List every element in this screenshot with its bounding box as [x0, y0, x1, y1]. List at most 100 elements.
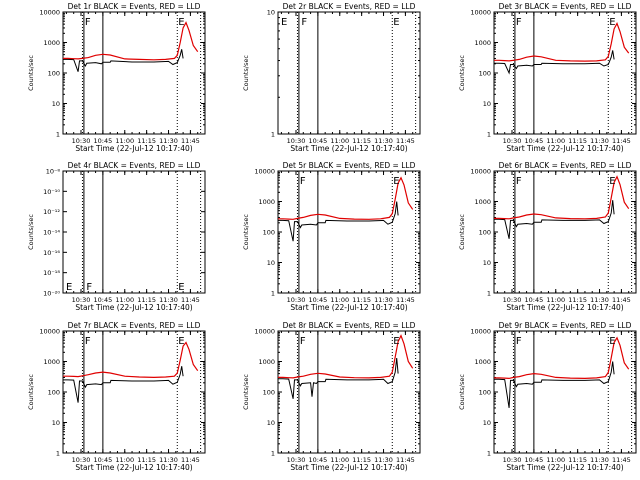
- y-tick-label: 100: [48, 70, 60, 78]
- interval-marker-f: F: [300, 336, 306, 347]
- x-tick-label: 11:30: [590, 456, 609, 464]
- y-tick-label: 10000: [39, 9, 60, 17]
- detector-panel: Det 9r BLACK = Events, RED = LLD 1 10 100 10…: [458, 321, 637, 472]
- panel-title: Det 5r BLACK = Events, RED = LLD: [283, 161, 416, 170]
- y-tick-label: 10000: [470, 328, 491, 336]
- x-tick-label: 10:30: [72, 456, 91, 464]
- detector-panel: Det 8r BLACK = Events, RED = LLD 1 10 100 10…: [242, 321, 421, 472]
- lld-rate-line: [494, 336, 630, 380]
- y-tick-label: 10⁻¹⁰: [43, 188, 60, 196]
- x-axis-label: Start Time (22-Jul-12 10:17:40): [75, 144, 192, 153]
- interval-marker-f: F: [85, 17, 91, 28]
- y-tick-label: 1: [271, 131, 275, 139]
- y-tick-label: 10000: [39, 328, 60, 336]
- panel-title: Det 6r BLACK = Events, RED = LLD: [499, 161, 632, 170]
- y-tick-label: 100: [479, 229, 491, 237]
- x-tick-label: 11:15: [568, 296, 587, 304]
- x-tick-label: 11:45: [612, 137, 631, 145]
- y-axis-label: Counts/sec: [458, 55, 466, 91]
- y-tick-label: 1: [271, 290, 275, 298]
- interval-marker-f: F: [300, 176, 306, 187]
- interval-marker-f: F: [301, 17, 307, 28]
- y-tick-label: 1: [487, 131, 491, 139]
- x-tick-label: 10:30: [287, 456, 306, 464]
- x-tick-label: 10:30: [503, 296, 522, 304]
- x-axis-label: Start Time (22-Jul-12 10:17:40): [506, 144, 623, 153]
- x-tick-label: 11:30: [590, 137, 609, 145]
- y-tick-label: 10000: [254, 168, 275, 176]
- x-tick-label: 11:45: [612, 296, 631, 304]
- panel-title: Det 9r BLACK = Events, RED = LLD: [499, 321, 632, 330]
- detector-panel: Det 6r BLACK = Events, RED = LLD 1 10 100 10…: [458, 161, 637, 312]
- x-tick-label: 10:30: [72, 296, 91, 304]
- interval-marker-e: E: [393, 336, 399, 347]
- plot-data: [494, 171, 633, 293]
- lld-rate-line: [494, 22, 630, 62]
- events-rate-line: [278, 357, 399, 399]
- interval-marker-e: E: [609, 336, 615, 347]
- x-tick-label: 10:45: [525, 137, 544, 145]
- panel-title: Det 1r BLACK = Events, RED = LLD: [68, 2, 201, 11]
- y-tick-label: 1: [487, 450, 491, 458]
- lld-rate-line: [63, 341, 199, 379]
- y-tick-label: 10: [267, 259, 275, 267]
- interval-marker-f: F: [516, 336, 522, 347]
- plot-data: [494, 331, 633, 453]
- x-tick-label: 11:00: [115, 296, 134, 304]
- x-tick-label: 11:30: [374, 296, 393, 304]
- y-tick-label: 10⁻²⁰: [43, 290, 60, 298]
- interval-marker-e: E: [609, 17, 615, 28]
- x-tick-label: 10:45: [309, 456, 328, 464]
- events-rate-line: [63, 49, 184, 72]
- y-tick-label: 1: [56, 450, 60, 458]
- x-tick-label: 11:00: [546, 456, 565, 464]
- panel-title: Det 4r BLACK = Events, RED = LLD: [68, 161, 201, 170]
- x-axis-label: Start Time (22-Jul-12 10:17:40): [75, 463, 192, 472]
- y-tick-label: 10⁻¹²: [43, 208, 60, 216]
- x-tick-label: 11:00: [115, 137, 134, 145]
- x-tick-label: 11:45: [181, 137, 200, 145]
- y-tick-label: 10: [483, 419, 491, 427]
- plot-data: [278, 331, 417, 453]
- plot-data: [63, 12, 202, 134]
- y-axis-label: Counts/sec: [458, 374, 466, 410]
- y-axis-label: Counts/sec: [242, 374, 250, 410]
- y-tick-label: 10: [267, 419, 275, 427]
- y-tick-label: 10: [483, 259, 491, 267]
- x-axis-label: Start Time (22-Jul-12 10:17:40): [290, 144, 407, 153]
- plot-data: [278, 171, 417, 293]
- panel-title: Det 3r BLACK = Events, RED = LLD: [499, 2, 632, 11]
- y-tick-label: 1000: [258, 198, 275, 206]
- x-tick-label: 11:00: [330, 137, 349, 145]
- x-tick-label: 11:30: [159, 137, 178, 145]
- y-axis-label: Counts/sec: [27, 374, 35, 410]
- y-axis-label: Counts/sec: [242, 55, 250, 91]
- y-tick-label: 1000: [43, 358, 60, 366]
- y-tick-label: 10000: [254, 328, 275, 336]
- lld-rate-line: [494, 175, 630, 220]
- plot-data: [494, 12, 633, 134]
- interval-marker-e: E: [178, 17, 184, 28]
- x-tick-label: 11:15: [352, 456, 371, 464]
- y-tick-label: 10: [52, 100, 60, 108]
- y-tick-label: 10: [267, 9, 275, 17]
- x-tick-label: 11:00: [546, 137, 565, 145]
- x-tick-label: 10:30: [503, 137, 522, 145]
- y-tick-label: 100: [479, 389, 491, 397]
- y-tick-label: 1000: [474, 39, 491, 47]
- x-tick-label: 11:15: [137, 456, 156, 464]
- detector-panel: Det 5r BLACK = Events, RED = LLD 1 10 100 10…: [242, 161, 421, 312]
- x-tick-label: 11:15: [352, 137, 371, 145]
- x-tick-label: 10:45: [309, 137, 328, 145]
- interval-marker-f: F: [516, 17, 522, 28]
- x-tick-label: 11:30: [590, 296, 609, 304]
- events-rate-line: [494, 361, 615, 408]
- y-tick-label: 100: [263, 389, 275, 397]
- y-tick-label: 10⁻¹⁸: [43, 269, 60, 277]
- detector-panel: Det 3r BLACK = Events, RED = LLD 1 10 100 10…: [458, 2, 637, 153]
- events-rate-line: [494, 50, 615, 75]
- x-axis-label: Start Time (22-Jul-12 10:17:40): [75, 303, 192, 312]
- x-tick-label: 11:00: [546, 296, 565, 304]
